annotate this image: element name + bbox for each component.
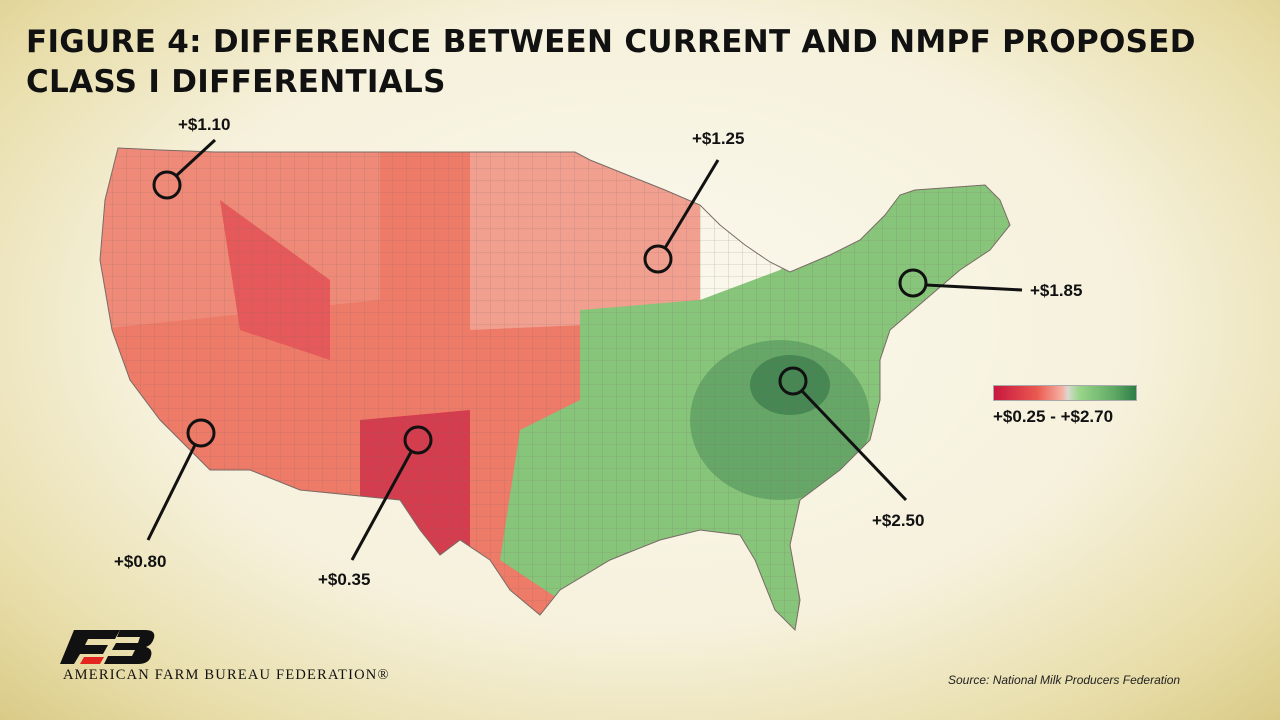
figure-title: FIGURE 4: DIFFERENCE BETWEEN CURRENT AND… [26,24,1196,100]
callout-marker-new-england [898,268,928,298]
callout-label-washington: +$1.10 [178,115,231,134]
source-note: Source: National Milk Producers Federati… [948,673,1181,687]
legend-gradient-bar [993,385,1137,401]
callout-label-southern-california: +$0.80 [114,552,167,571]
callout-marker-washington [152,170,182,200]
organization-name: AMERICAN FARM BUREAU FEDERATION® [63,667,390,683]
callout-label-west-texas: +$0.35 [318,570,371,589]
callout-marker-virginia [778,366,808,396]
legend-range-label: +$0.25 - +$2.70 [993,407,1114,426]
callout-marker-southern-california [186,418,216,448]
callout-marker-wisconsin [643,244,673,274]
color-legend: +$0.25 - +$2.70 [993,385,1137,427]
callout-label-wisconsin: +$1.25 [692,129,745,148]
callout-label-virginia: +$2.50 [872,511,925,530]
callout-label-new-england: +$1.85 [1030,281,1083,300]
fb-logo-icon [60,630,155,664]
callout-marker-west-texas [403,425,433,455]
